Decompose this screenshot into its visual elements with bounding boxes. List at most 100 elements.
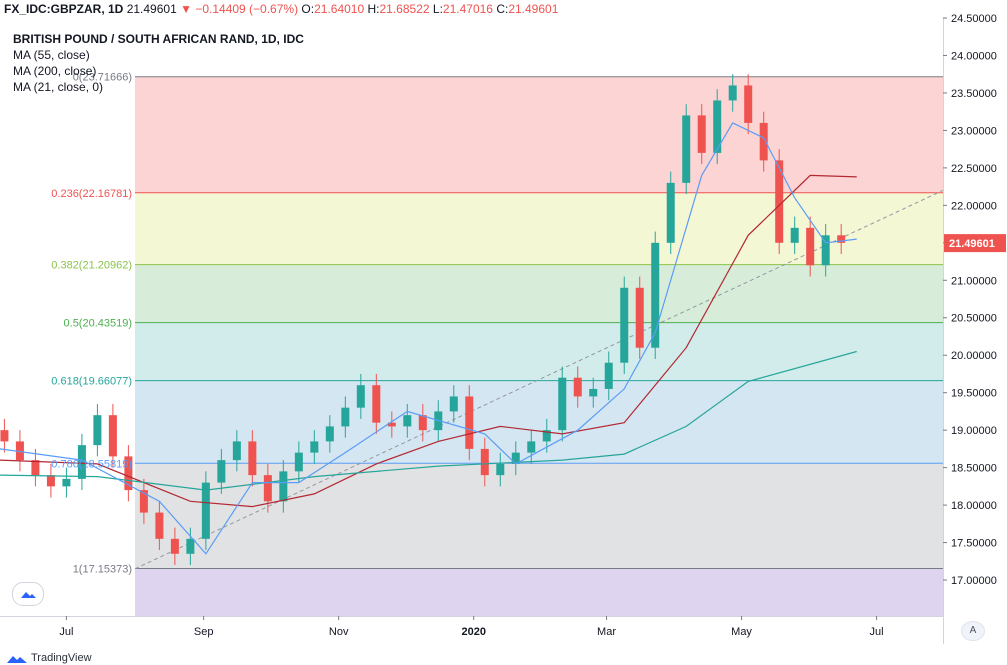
- candle-body: [744, 85, 753, 123]
- price-axis[interactable]: 24.50000 24.00000 23.50000 23.00000 22.50000…: [943, 0, 1007, 650]
- fib-zone: [135, 463, 943, 569]
- candle-body: [93, 415, 102, 446]
- candle-body: [604, 362, 613, 389]
- price-tick-label: 22.50000: [951, 163, 997, 175]
- candle-body: [294, 452, 303, 472]
- candle-body: [310, 441, 319, 453]
- price-tick-label: 18.00000: [951, 500, 997, 512]
- chart-title: BRITISH POUND / SOUTH AFRICAN RAND, 1D, …: [13, 32, 304, 46]
- price-tick-label: 24.50000: [951, 13, 997, 25]
- price-tick-label: 24.00000: [951, 50, 997, 62]
- candle-body: [77, 445, 86, 479]
- low-value: 21.47016: [442, 2, 493, 16]
- candle-body: [666, 182, 675, 243]
- fib-level-label: 0.5(20.43519): [64, 318, 133, 330]
- fib-zone: [135, 322, 943, 381]
- time-tick-label: 2020: [461, 626, 485, 638]
- candle-body: [46, 475, 55, 487]
- candle-body: [480, 448, 489, 476]
- candle-body: [558, 377, 567, 431]
- candle-body: [806, 227, 815, 266]
- candle-body: [728, 85, 737, 101]
- snapshot-button[interactable]: [12, 582, 44, 606]
- candle-body: [635, 287, 644, 348]
- candle-body: [0, 430, 9, 442]
- legend-ma21[interactable]: MA (21, close, 0): [13, 80, 103, 94]
- price-change: −0.14409 (−0.67%): [195, 2, 299, 16]
- low-label: L:: [432, 2, 443, 16]
- fib-zone: [135, 76, 943, 193]
- legend-ma55[interactable]: MA (55, close): [13, 48, 90, 62]
- candle-body: [682, 115, 691, 183]
- symbol-name[interactable]: FX_IDC:GBPZAR, 1D: [4, 2, 124, 16]
- candle-body: [527, 441, 536, 453]
- last-price-marker: [944, 234, 1006, 253]
- candle-body: [511, 452, 520, 464]
- candle-body: [713, 100, 722, 153]
- last-price-label: 21.49601: [949, 238, 995, 250]
- moving-average-line: [0, 122, 857, 555]
- moving-averages: [0, 122, 857, 555]
- high-label: H:: [367, 2, 380, 16]
- moving-average-line: [0, 174, 857, 508]
- fib-level-label: 0.382(21.20962): [51, 260, 132, 272]
- last-price: 21.49601: [126, 2, 177, 16]
- candle-body: [542, 430, 551, 442]
- cloud-icon: [21, 592, 36, 598]
- fib-level-label: 1(17.15373): [73, 564, 132, 576]
- candle-body: [232, 441, 241, 461]
- fib-zone: [135, 264, 943, 323]
- time-tick-label: Jul: [59, 626, 73, 638]
- price-tick-label: 19.00000: [951, 425, 997, 437]
- time-axis[interactable]: Jul Sep Nov 2020 Mar May Jul: [0, 616, 943, 638]
- time-tick-label: May: [731, 626, 752, 638]
- indicator-legend: BRITISH POUND / SOUTH AFRICAN RAND, 1D, …: [13, 32, 304, 94]
- price-tick-label: 21.00000: [951, 275, 997, 287]
- price-tick-label: 22.00000: [951, 200, 997, 212]
- tradingview-brand[interactable]: TradingView: [31, 652, 92, 664]
- candle-body: [124, 456, 133, 491]
- candle-body: [108, 415, 117, 457]
- price-tick-label: 17.50000: [951, 538, 997, 550]
- candle-body: [697, 115, 706, 153]
- candle-body: [651, 242, 660, 348]
- candle-body: [790, 227, 799, 243]
- candle-body: [821, 235, 830, 266]
- time-tick-label: Nov: [329, 626, 349, 638]
- fibonacci-zones: [135, 76, 943, 616]
- fib-zone: [135, 380, 943, 464]
- candle-body: [263, 475, 272, 502]
- footer: TradingView: [6, 651, 92, 665]
- autoscale-button[interactable]: A: [961, 621, 985, 641]
- candle-body: [325, 426, 334, 442]
- fib-level-label: 0(23.71666): [73, 72, 132, 84]
- candle-body: [279, 471, 288, 502]
- price-tick-label: 19.50000: [951, 388, 997, 400]
- candle-body: [573, 377, 582, 397]
- price-tick-label: 23.50000: [951, 88, 997, 100]
- candle-body: [496, 463, 505, 476]
- price-tick-label: 20.00000: [951, 350, 997, 362]
- time-tick-label: Sep: [194, 626, 214, 638]
- down-arrow-icon: ▼: [180, 2, 192, 16]
- high-value: 21.68522: [379, 2, 430, 16]
- close-label: C:: [496, 2, 509, 16]
- candle-body: [139, 490, 148, 513]
- candle-body: [837, 235, 846, 243]
- candle-body: [170, 538, 179, 554]
- price-tick-label: 20.50000: [951, 313, 997, 325]
- candle-body: [465, 396, 474, 449]
- candle-body: [449, 396, 458, 412]
- candle-body: [155, 512, 164, 539]
- fibonacci-labels: 0(23.71666) 0.236(22.16781) 0.382(21.20962…: [51, 72, 132, 576]
- candle-body: [248, 441, 257, 476]
- legend-ma200[interactable]: MA (200, close): [13, 64, 96, 78]
- candle-body: [589, 388, 598, 397]
- candle-body: [186, 538, 195, 554]
- tradingview-logo-icon: [7, 656, 27, 663]
- candle-body: [217, 460, 226, 483]
- price-chart[interactable]: 0(23.71666) 0.236(22.16781) 0.382(21.20962…: [0, 0, 1007, 650]
- fib-level-label: 0.236(22.16781): [51, 188, 132, 200]
- candle-body: [403, 415, 412, 427]
- fib-zone: [135, 568, 943, 616]
